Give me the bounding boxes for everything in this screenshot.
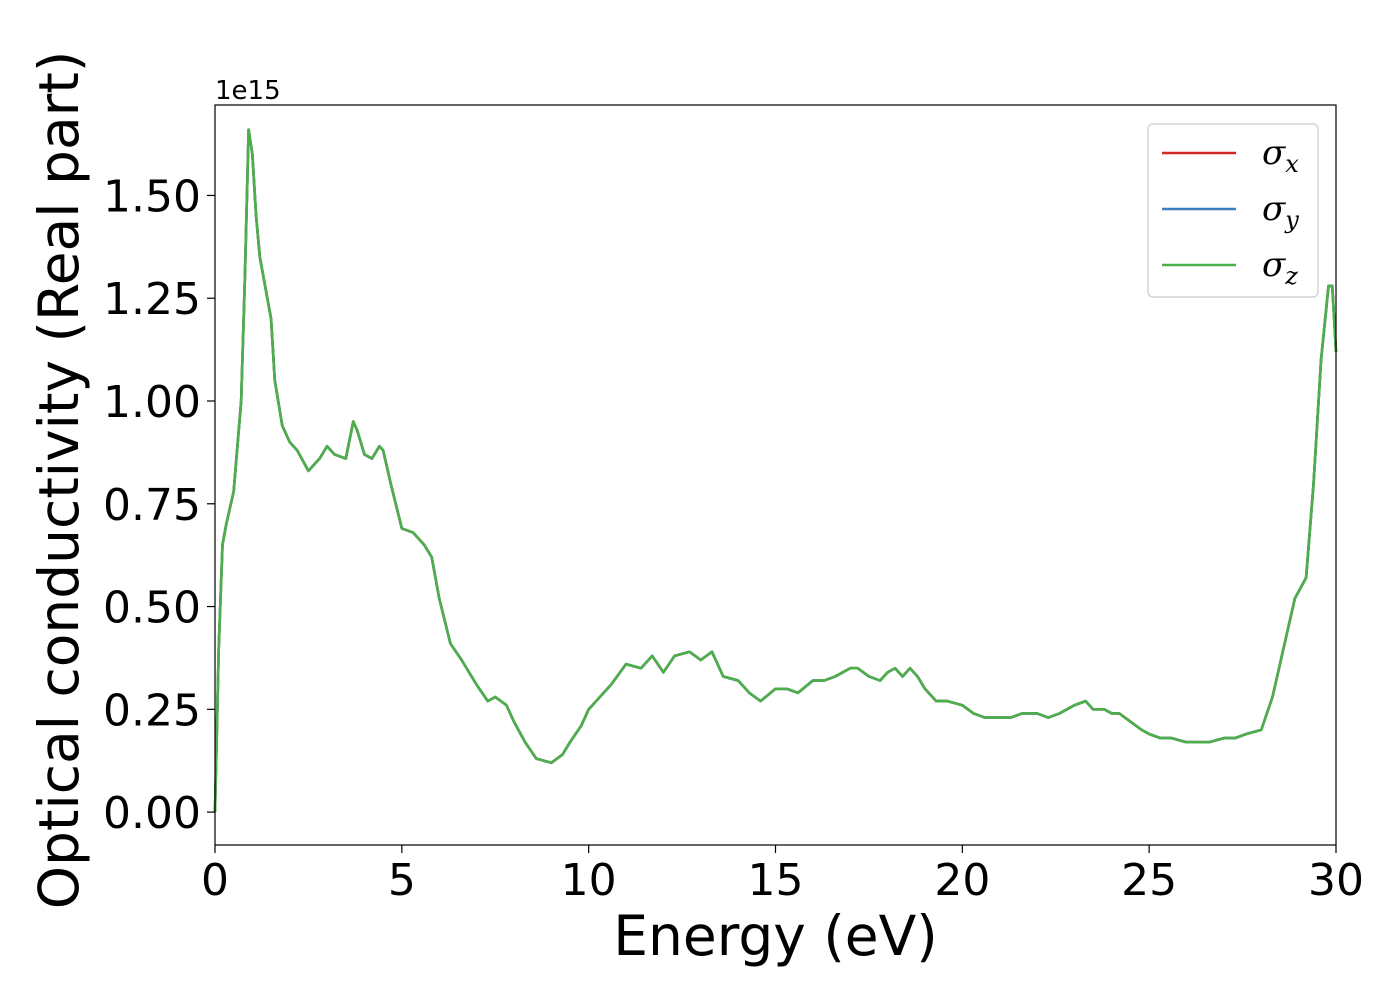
x-tick-label: 5: [388, 855, 416, 906]
y-tick-label: 0.25: [103, 685, 201, 736]
x-axis-label: Energy (eV): [613, 904, 937, 968]
legend-entry: σz: [1262, 245, 1298, 290]
y-offset-text: 1e15: [215, 76, 281, 106]
x-tick-label: 15: [748, 855, 804, 906]
x-axis-ticks: 0 5 10 15 20 25 30: [201, 845, 1364, 906]
legend-entry: σx: [1262, 133, 1299, 178]
y-tick-label: 0.75: [103, 480, 201, 531]
y-tick-label: 1.25: [103, 274, 201, 325]
y-tick-label: 0.50: [103, 583, 201, 634]
x-tick-label: 0: [201, 855, 229, 906]
x-tick-label: 20: [934, 855, 990, 906]
series-line-2: [213, 128, 1338, 813]
y-tick-label: 1.00: [103, 377, 201, 428]
y-axis-ticks: 0.00 0.25 0.50 0.75 1.00 1.25 1.50: [103, 171, 215, 839]
x-tick-label: 10: [561, 855, 617, 906]
x-tick-label: 30: [1308, 855, 1364, 906]
legend-box: [1147, 123, 1319, 298]
x-tick-label: 25: [1121, 855, 1177, 906]
legend: σx σy σz: [1147, 123, 1319, 298]
legend-entry: σy: [1262, 189, 1299, 234]
y-axis-label: Optical conductivity (Real part): [27, 51, 91, 910]
y-tick-label: 1.50: [103, 171, 201, 222]
y-tick-label: 0.00: [103, 788, 201, 839]
series-layer: [213, 128, 1338, 813]
